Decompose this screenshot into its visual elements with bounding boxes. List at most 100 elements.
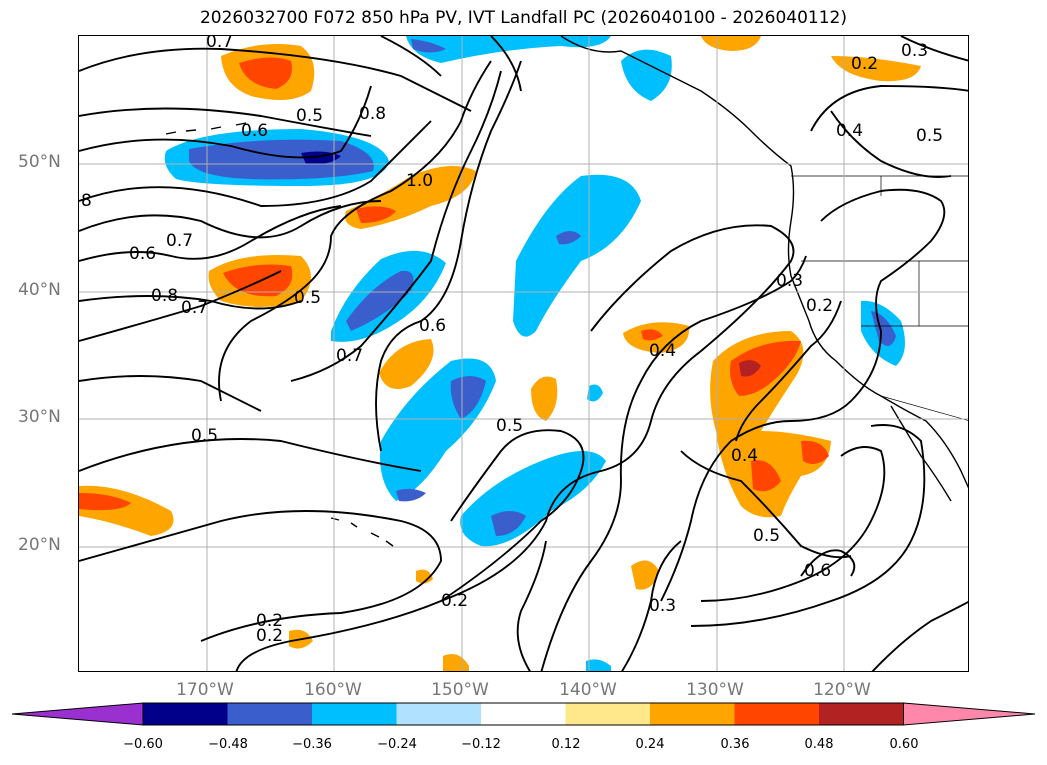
colorbar-tick: −0.36 (292, 737, 332, 752)
contour-label: 0.5 (916, 126, 943, 146)
contour-label: 0.7 (181, 298, 208, 318)
contour-label: 0.2 (806, 296, 833, 316)
coastline-alaska-islands (165, 122, 247, 135)
contour-label: 0.5 (296, 106, 323, 126)
contour-line (380, 36, 442, 77)
contour-label: 0.5 (496, 416, 523, 436)
contour-line (735, 300, 842, 442)
contour-label: 0.3 (901, 41, 928, 61)
contour-line (79, 270, 282, 342)
pv-fill-pos-west-edge (79, 485, 174, 536)
contour-label: 1.0 (406, 171, 433, 191)
contour-line (79, 85, 372, 159)
contour-line (79, 438, 422, 472)
contour-line (218, 60, 492, 402)
colorbar-segment (396, 703, 482, 725)
contour-line (290, 70, 502, 382)
contour-line (680, 450, 852, 559)
lon-label-130w: 130°W (686, 680, 744, 700)
contour-line (440, 224, 795, 602)
map-plot: 0.7 0.2 0.5 0.8 0.6 1.0 8 0.6 0.7 0.8 0.… (79, 36, 968, 671)
colorbar-segments (11, 702, 1036, 726)
pv-fill-pos-east-lower (751, 460, 781, 492)
contour-line (79, 47, 472, 112)
pv-fill-pos-nw-coast-core (641, 329, 663, 341)
pv-fill-neg-small2 (586, 659, 611, 671)
contour-label: 8 (81, 191, 92, 211)
contour-line (830, 110, 952, 178)
contour-label: 0.3 (776, 271, 803, 291)
pv-fill-neg-southeast-core (491, 511, 526, 536)
lon-label-160w: 160°W (304, 680, 362, 700)
contour-label: 0.6 (241, 121, 268, 141)
pv-fill-pos-small3 (443, 654, 469, 671)
contour-label: 0.5 (753, 526, 780, 546)
contour-label: 0.6 (419, 316, 446, 336)
pv-fill-neg-band (513, 174, 641, 337)
contour-label: 0.2 (441, 591, 468, 611)
contour-line (871, 601, 968, 671)
contour-label: 0.7 (336, 346, 363, 366)
border-mexico (880, 395, 968, 421)
colorbar-tick: −0.60 (123, 737, 163, 752)
contour-line (79, 510, 442, 642)
colorbar-tick: −0.24 (377, 737, 417, 752)
contour-line (79, 200, 382, 239)
contour-label: 0.4 (836, 121, 863, 141)
lat-label-20n: 20°N (18, 535, 61, 555)
map-title: 2026032700 F072 850 hPa PV, IVT Landfall… (199, 8, 847, 28)
contour-label: 0.8 (359, 104, 386, 124)
colorbar-frame (142, 702, 904, 726)
colorbar-segment (481, 703, 566, 725)
contour-label: 0.2 (851, 54, 878, 74)
contour-line (516, 540, 547, 671)
lon-label-120w: 120°W (813, 680, 871, 700)
pv-fill-pos-w-core (223, 264, 293, 297)
pv-fill-pos-mid2 (531, 376, 558, 421)
colorbar-segment (565, 703, 651, 725)
contour-label: 0.3 (649, 596, 676, 616)
colorbar-tick: −0.48 (208, 737, 248, 752)
pv-fill-neg-top (406, 36, 611, 63)
colorbar-segment (312, 703, 397, 725)
colorbar-tick: 0.36 (720, 737, 750, 752)
colorbar-segment (734, 703, 820, 725)
contour-label: 0.5 (294, 288, 321, 308)
political-borders (791, 175, 968, 421)
contour-line (79, 120, 432, 207)
pv-fill-neg-north-core (189, 139, 374, 180)
pv-shading (79, 36, 921, 671)
lon-label-170w: 170°W (176, 680, 234, 700)
pv-fill-neg-center-core (346, 270, 414, 331)
pv-fill-pos-n-center-core (356, 206, 396, 223)
colorbar-segment (819, 703, 904, 725)
colorbar-extend-low (11, 702, 144, 726)
lat-label-50n: 50°N (18, 152, 61, 172)
pv-fill-neg-south-core (450, 376, 486, 419)
pv-fill-pos-top (701, 36, 761, 51)
pv-fill-neg-alaska (621, 49, 672, 101)
contour-line (621, 540, 682, 671)
colorbar-tick: 0.12 (551, 737, 581, 752)
contour-label: 0.2 (256, 626, 283, 646)
pv-fill-pos-small1 (631, 560, 659, 590)
pv-fill-neg-top-core (411, 39, 446, 53)
pv-fill-neg-southeast (460, 451, 606, 547)
colorbar-tick: 0.60 (889, 737, 919, 752)
contour-line (540, 255, 807, 671)
pv-fill-neg-small (587, 384, 603, 402)
colorbar-tick: 0.24 (635, 737, 665, 752)
contour-label: 0.7 (206, 36, 233, 52)
colorbar (11, 702, 1036, 726)
pv-fill-pos-nw-core (239, 57, 292, 89)
contour-label: 0.4 (649, 341, 676, 361)
pv-fill-neg-band-core (556, 231, 581, 245)
contour-line (660, 188, 946, 602)
contour-line (79, 375, 262, 412)
pv-fill-pos-small4 (416, 569, 433, 584)
contour-line (79, 295, 302, 310)
contour-line (79, 107, 372, 137)
lat-label-40n: 40°N (18, 280, 61, 300)
gridlines (79, 36, 968, 671)
contour-labels: 0.7 0.2 0.5 0.8 0.6 1.0 8 0.6 0.7 0.8 0.… (81, 36, 943, 646)
